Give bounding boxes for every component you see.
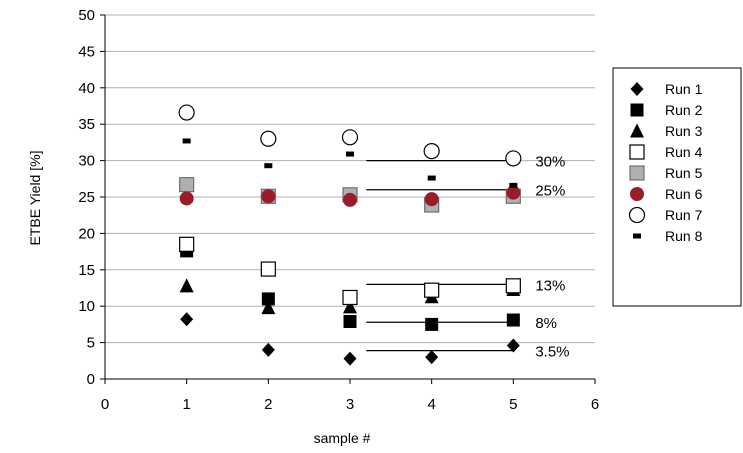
x-tick-label: 1: [182, 396, 190, 413]
data-point: [261, 342, 275, 357]
data-point: [261, 300, 276, 315]
legend-label: Run 2: [665, 102, 703, 118]
y-tick-labels: 0 5 10 15 20 25 30 35 40 45 50: [78, 7, 95, 388]
data-point: [179, 236, 195, 252]
x-tick-label: 5: [509, 396, 517, 413]
data-point: [260, 130, 277, 147]
data-point: [343, 299, 357, 314]
data-point: [425, 317, 439, 331]
series-run-7: [178, 104, 522, 167]
legend-marker: [630, 187, 644, 201]
y-tick-label: 35: [78, 116, 95, 133]
y-tick-label: 40: [78, 80, 95, 97]
data-point: [179, 191, 194, 206]
legend-marker: [628, 206, 646, 224]
x-tick-label: 0: [101, 396, 109, 413]
data-point: [182, 138, 191, 144]
legend-label: Run 3: [665, 123, 703, 139]
y-tick-label: 10: [78, 298, 95, 315]
legend-marker: [630, 103, 644, 117]
legend-label: Run 8: [665, 228, 703, 244]
series-run-8: [182, 138, 518, 188]
data-point: [424, 192, 439, 207]
data-point: [179, 278, 194, 293]
y-tick-label: 5: [87, 335, 95, 352]
y-axis-title: ETBE Yield [%]: [27, 151, 43, 246]
data-point: [261, 189, 276, 204]
annotation-label: 30%: [535, 154, 565, 171]
annotation-label: 25%: [535, 183, 565, 200]
legend: Run 1 Run 2 Run 3 Run 4 Run 5 Run 6 Run 7 Run 8: [612, 67, 742, 307]
data-point: [505, 278, 521, 294]
legend-label: Run 4: [665, 144, 703, 160]
x-tick-label: 4: [427, 396, 435, 413]
legend-label: Run 5: [665, 165, 703, 181]
data-point: [179, 177, 195, 193]
axes: [100, 14, 596, 384]
y-tick-label: 45: [78, 43, 95, 60]
annotation-lines: 30% 25% 13% 8% 3.5%: [366, 154, 570, 361]
y-tick-label: 30: [78, 153, 95, 170]
x-tick-label: 3: [346, 396, 354, 413]
y-tick-label: 25: [78, 189, 95, 206]
series-run-2: [180, 244, 520, 331]
data-point: [180, 312, 194, 327]
legend-label: Run 6: [665, 186, 703, 202]
data-points: [178, 104, 522, 366]
x-tick-label: 2: [264, 396, 272, 413]
data-point: [343, 314, 357, 328]
data-point: [261, 292, 275, 306]
series-run-4: [179, 236, 521, 306]
data-point: [509, 182, 518, 188]
data-point: [260, 261, 276, 277]
y-tick-label: 0: [87, 371, 95, 388]
annotation-label: 8%: [535, 315, 557, 332]
y-tick-label: 20: [78, 225, 95, 242]
legend-marker: [629, 144, 645, 160]
legend-marker: [633, 233, 641, 239]
data-point: [264, 163, 273, 169]
data-point: [423, 143, 440, 160]
legend-label: Run 1: [665, 81, 703, 97]
legend-label: Run 7: [665, 207, 703, 223]
data-point: [341, 129, 359, 146]
data-point: [505, 150, 522, 167]
y-tick-label: 50: [78, 7, 95, 24]
x-tick-labels: 0 1 2 3 4 5 6: [101, 396, 599, 413]
data-point: [342, 289, 358, 306]
data-point: [506, 313, 520, 327]
data-point: [506, 338, 520, 353]
series-run-1: [180, 312, 520, 366]
data-point: [425, 350, 439, 365]
annotation-label: 3.5%: [535, 344, 569, 361]
data-point: [343, 192, 357, 207]
data-point: [343, 351, 357, 366]
legend-marker: [630, 123, 644, 138]
y-tick-label: 15: [78, 262, 95, 279]
annotation-label: 13%: [535, 277, 565, 294]
series-run-6: [179, 185, 521, 207]
data-point: [178, 104, 195, 121]
legend-marker: [630, 82, 644, 96]
x-axis-title: sample #: [314, 430, 371, 446]
data-point: [346, 151, 354, 157]
data-point: [424, 282, 440, 298]
data-point: [506, 185, 521, 200]
x-tick-label: 6: [591, 396, 599, 413]
legend-marker: [629, 165, 645, 181]
data-point: [427, 175, 436, 181]
